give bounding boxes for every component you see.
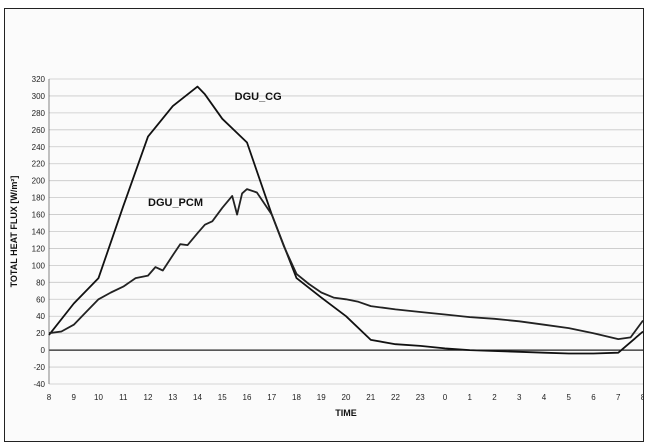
x-tick-label: 8 [641, 393, 643, 402]
x-tick-label: 8 [47, 393, 52, 402]
y-tick-label: -40 [33, 380, 45, 389]
x-tick-label: 22 [391, 393, 400, 402]
y-tick-label: 280 [32, 109, 46, 118]
y-tick-label: 160 [32, 211, 46, 220]
y-tick-label: 120 [32, 244, 46, 253]
x-tick-label: 18 [292, 393, 301, 402]
y-tick-label: 320 [32, 75, 46, 84]
y-tick-label: 180 [32, 194, 46, 203]
x-tick-label: 11 [119, 393, 128, 402]
y-tick-label: 200 [32, 177, 46, 186]
x-tick-label: 5 [567, 393, 572, 402]
y-tick-label: 100 [32, 261, 46, 270]
y-tick-label: 0 [41, 346, 46, 355]
x-tick-label: 9 [72, 393, 77, 402]
y-tick-label: 60 [36, 295, 45, 304]
x-tick-label: 0 [443, 393, 448, 402]
series-line-dgu-cg [48, 85, 643, 355]
x-tick-label: 17 [267, 393, 276, 402]
x-tick-label: 10 [94, 393, 103, 402]
x-tick-label: 1 [468, 393, 473, 402]
x-tick-label: 21 [366, 393, 375, 402]
x-tick-label: 20 [342, 393, 351, 402]
x-tick-label: 15 [218, 393, 227, 402]
x-tick-label: 6 [591, 393, 596, 402]
x-tick-label: 14 [193, 393, 202, 402]
x-tick-label: 4 [542, 393, 547, 402]
x-tick-label: 13 [168, 393, 177, 402]
y-tick-label: 80 [36, 278, 45, 287]
y-tick-label: 240 [32, 143, 46, 152]
series-line-dgu-pcm [48, 188, 643, 340]
y-tick-label: 140 [32, 228, 46, 237]
y-tick-label: -20 [33, 363, 45, 372]
x-tick-label: 7 [616, 393, 621, 402]
x-tick-label: 3 [517, 393, 522, 402]
series-label-dgu-pcm: DGU_PCM [148, 197, 203, 209]
series-group [48, 85, 643, 355]
y-tick-label: 220 [32, 160, 46, 169]
y-tick-label: 260 [32, 126, 46, 135]
x-axis-ticks: 891011121314151617181920212223012345678 [47, 393, 643, 402]
x-tick-label: 19 [317, 393, 326, 402]
x-tick-label: 2 [492, 393, 497, 402]
x-tick-label: 16 [243, 393, 252, 402]
y-tick-label: 40 [36, 312, 45, 321]
x-tick-label: 12 [144, 393, 153, 402]
y-axis-ticks: -40 -20 0 20 40 60 80 100 120 140 160 180 200 220 240 2… [32, 75, 46, 389]
chart-frame: -40 -20 0 20 40 60 80 100 120 140 160 180 200 220 240 2… [4, 8, 644, 442]
y-tick-label: 20 [36, 329, 45, 338]
y-axis-title: TOTAL HEAT FLUX [W/m²] [9, 176, 19, 288]
series-label-dgu-cg: DGU_CG [235, 91, 282, 103]
series-annotations: DGU_CG DGU_PCM [148, 91, 282, 209]
gridlines [48, 78, 643, 385]
x-axis-title: TIME [335, 408, 357, 418]
x-tick-label: 23 [416, 393, 425, 402]
heat-flux-line-chart: -40-200204060801001201401601802002202402… [9, 75, 643, 418]
y-tick-label: 300 [32, 92, 46, 101]
